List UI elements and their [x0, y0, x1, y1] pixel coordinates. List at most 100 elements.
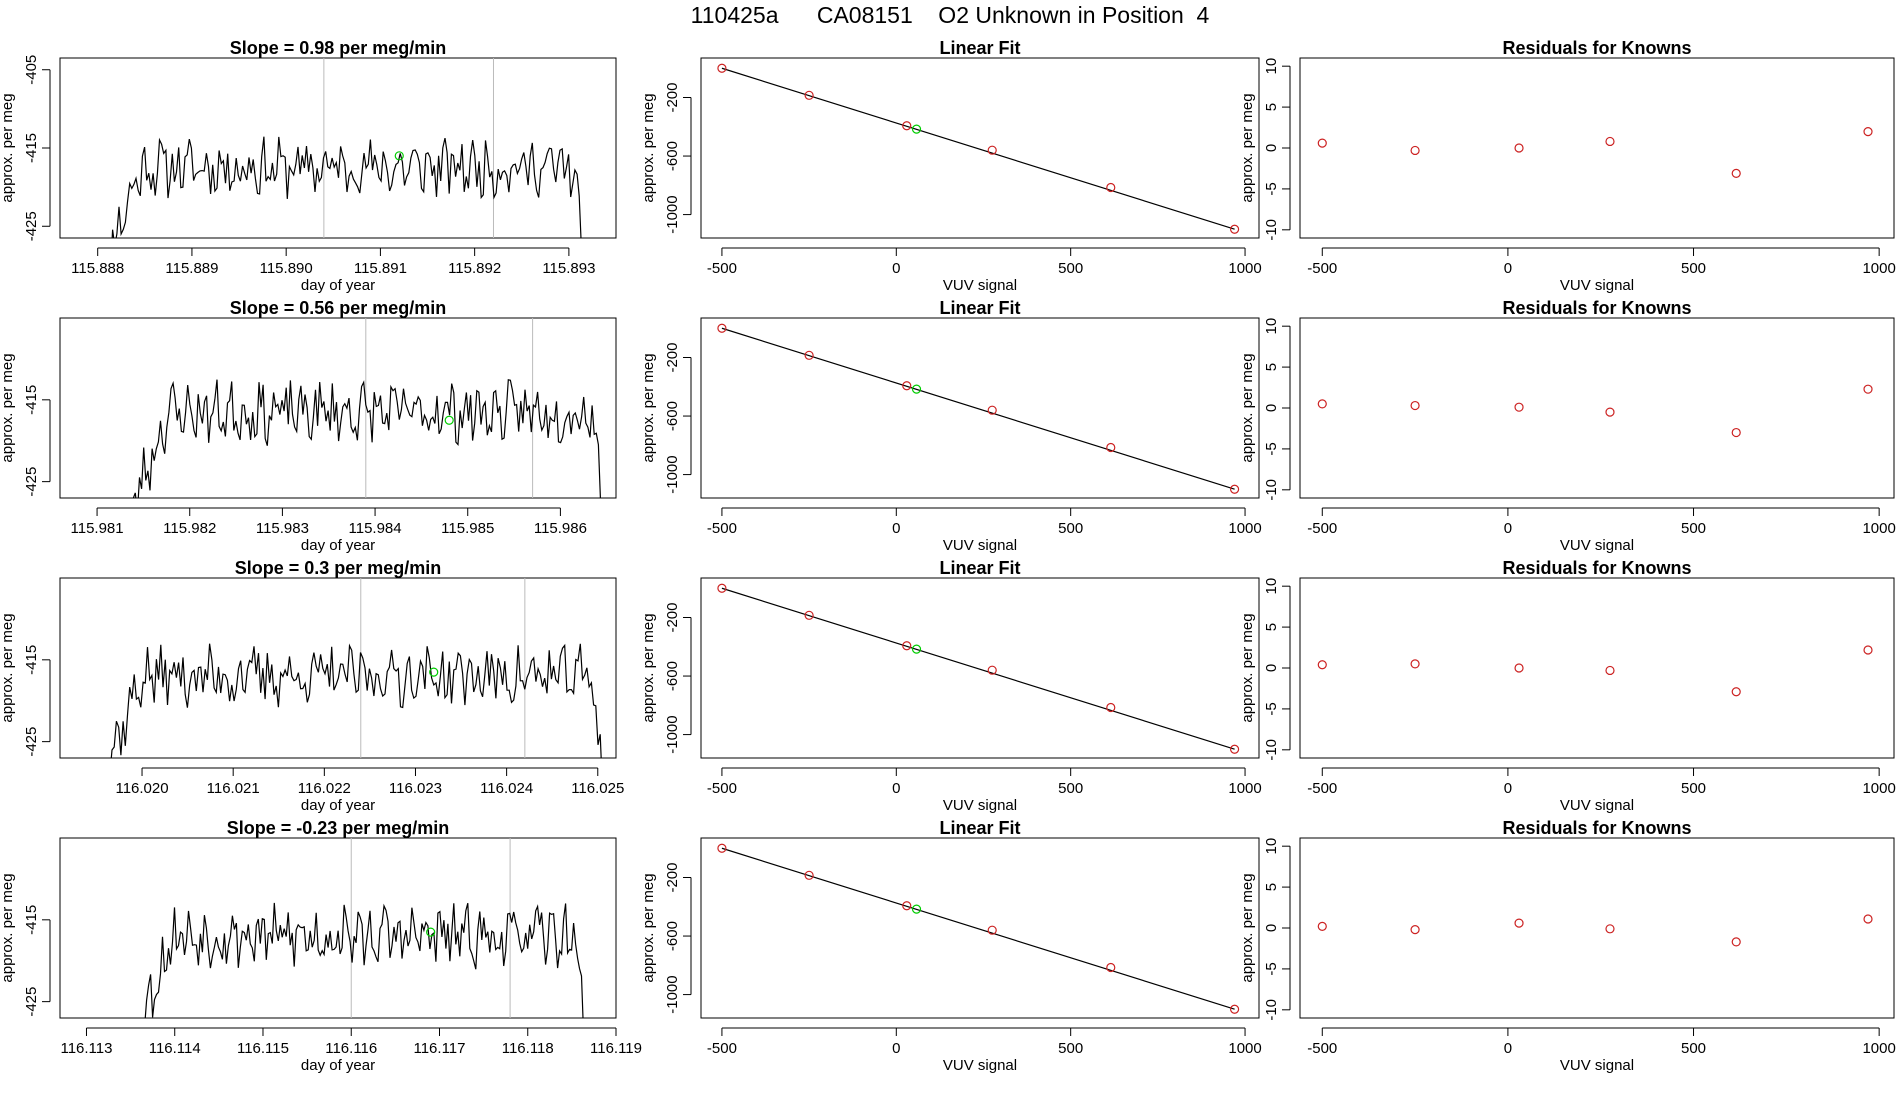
panel-title: Slope = -0.23 per meg/min	[227, 818, 450, 838]
y-axis-label: approx. per meg	[0, 93, 16, 202]
x-tick-label: 500	[1681, 260, 1706, 277]
plot-data	[144, 838, 584, 1018]
fit-line	[721, 327, 1235, 490]
known-point	[1106, 702, 1116, 713]
known-point	[1731, 427, 1741, 438]
x-tick-label: 116.115	[237, 1040, 289, 1057]
x-tick-label: 0	[1504, 520, 1512, 537]
y-tick-label: -600	[664, 661, 681, 691]
panel-r3-c2: Linear Fit -500 0 500 1000 VUV signal -1000 -60…	[640, 558, 1262, 814]
plot-data	[717, 63, 1240, 234]
unknown-point	[911, 644, 922, 654]
x-tick-label: 1000	[1862, 260, 1895, 277]
x-axis-label: VUV signal	[1560, 1057, 1634, 1074]
x-tick-label: 115.888	[71, 260, 124, 277]
y-tick-label: 5	[1263, 363, 1280, 371]
x-tick-label: 116.023	[389, 780, 442, 797]
trace-line	[132, 379, 601, 498]
x-axis-label: day of year	[301, 797, 375, 814]
trace-line	[110, 643, 602, 758]
y-tick-label: -10	[1263, 999, 1280, 1021]
x-tick-label: 1000	[1862, 1040, 1895, 1057]
panel-title: Linear Fit	[939, 298, 1020, 318]
known-point	[804, 350, 814, 360]
y-tick-label: -600	[664, 141, 681, 171]
known-point	[1863, 914, 1873, 924]
y-tick-label: -10	[1263, 219, 1280, 241]
plot-frame	[700, 317, 1260, 499]
x-axis-label: VUV signal	[1560, 797, 1634, 814]
y-tick-label: -415	[23, 385, 40, 415]
unknown-point	[911, 904, 922, 914]
known-point	[717, 323, 727, 333]
y-tick-label: -425	[23, 467, 40, 497]
fit-line	[721, 587, 1235, 750]
plot-data	[1317, 384, 1873, 438]
x-axis-label: VUV signal	[943, 277, 1017, 294]
known-point	[1410, 925, 1420, 935]
panel-r4-c3: Residuals for Knowns -500 0 500 1000 VUV sign…	[1239, 818, 1896, 1074]
x-tick-label: 0	[892, 780, 900, 797]
known-point	[1106, 962, 1116, 973]
y-axis-label: approx. per meg	[0, 873, 16, 982]
x-tick-label: 116.025	[571, 780, 624, 797]
panel-r2-c2: Linear Fit -500 0 500 1000 VUV signal -1000 -60…	[640, 298, 1262, 554]
x-tick-label: 115.986	[534, 520, 587, 537]
y-tick-label: -1000	[664, 195, 681, 233]
x-tick-label: -500	[707, 260, 737, 277]
y-axis-label: approx. per meg	[0, 613, 16, 722]
x-axis-label: VUV signal	[943, 797, 1017, 814]
known-point	[1229, 484, 1240, 494]
plot-frame	[1299, 317, 1895, 499]
known-point	[902, 641, 912, 651]
x-tick-label: 500	[1681, 520, 1706, 537]
known-point	[1605, 136, 1615, 147]
y-tick-label: 0	[1263, 664, 1280, 672]
panel-title: Residuals for Knowns	[1502, 818, 1691, 838]
x-tick-label: -500	[707, 520, 737, 537]
plot-data	[1317, 127, 1873, 178]
x-tick-label: 115.984	[349, 520, 402, 537]
known-point	[1605, 665, 1615, 676]
known-point	[987, 145, 997, 155]
x-tick-label: 1000	[1228, 780, 1261, 797]
known-point	[1605, 924, 1615, 934]
x-axis-label: VUV signal	[1560, 537, 1634, 554]
y-axis-label: approx. per meg	[1239, 613, 1256, 722]
x-tick-label: 116.113	[60, 1040, 112, 1057]
known-point	[902, 121, 912, 131]
trace-line	[111, 136, 582, 238]
y-tick-label: -5	[1263, 182, 1280, 195]
x-tick-label: 116.024	[480, 780, 533, 797]
panel-title: Linear Fit	[939, 558, 1020, 578]
x-tick-label: 0	[892, 520, 900, 537]
y-tick-label: -200	[664, 862, 681, 892]
y-tick-label: -415	[23, 645, 40, 675]
y-tick-label: -415	[23, 905, 40, 935]
plot-data	[717, 583, 1240, 754]
known-point	[987, 925, 997, 935]
y-tick-label: 10	[1263, 578, 1280, 595]
known-point	[1229, 1004, 1240, 1014]
known-point	[804, 610, 814, 620]
known-point	[804, 870, 814, 880]
panel-title: Residuals for Knowns	[1502, 38, 1691, 58]
known-point	[987, 665, 997, 675]
y-tick-label: -425	[23, 211, 40, 241]
panel-title: Slope = 0.3 per meg/min	[235, 558, 442, 578]
x-tick-label: 115.981	[71, 520, 124, 537]
known-point	[1317, 921, 1327, 931]
known-point	[1514, 402, 1524, 412]
x-tick-label: 116.021	[207, 780, 260, 797]
y-tick-label: -1000	[664, 715, 681, 753]
known-point	[1317, 138, 1327, 148]
y-tick-label: 5	[1263, 103, 1280, 111]
plot-frame	[59, 317, 617, 499]
y-tick-label: 10	[1263, 838, 1280, 855]
plot-frame	[700, 577, 1260, 759]
y-tick-label: 0	[1263, 924, 1280, 932]
plot-frame	[1299, 57, 1895, 239]
x-tick-label: 1000	[1228, 260, 1261, 277]
panel-r2-c1: Slope = 0.56 per meg/min 115.981 115.982 11…	[0, 298, 617, 554]
x-tick-label: -500	[1307, 520, 1337, 537]
